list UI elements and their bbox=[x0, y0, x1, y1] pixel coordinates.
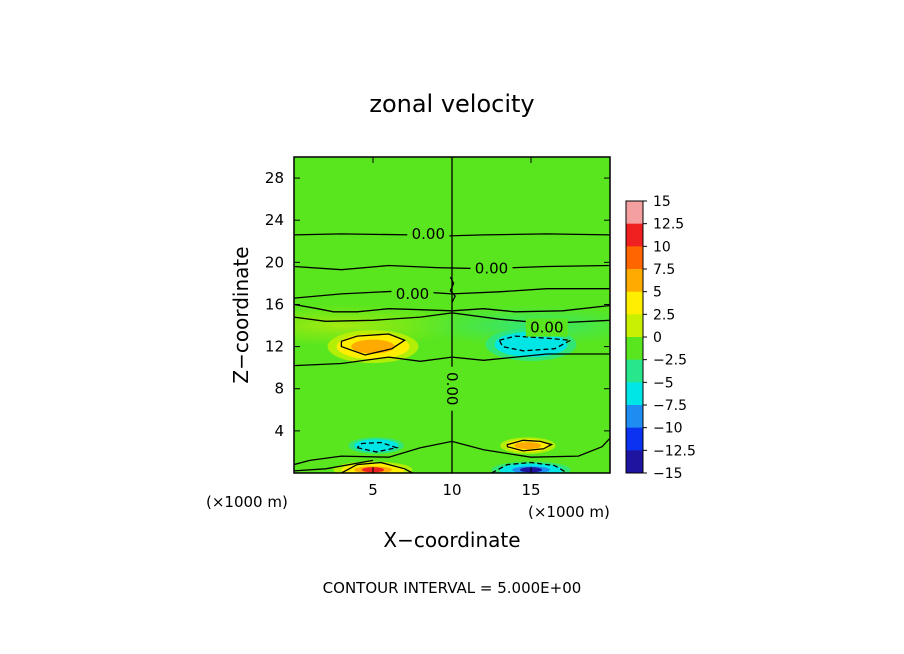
colorbar-swatch bbox=[626, 427, 643, 451]
colorbar-swatch bbox=[626, 382, 643, 406]
colorbar-label: −15 bbox=[653, 466, 683, 482]
colorbar-swatch bbox=[626, 359, 643, 383]
colorbar-label: 0 bbox=[653, 330, 662, 346]
x-axis-unit: (×1000 m) bbox=[206, 493, 288, 511]
colorbar-swatch bbox=[626, 223, 643, 247]
y-axis-label: Z−coordinate bbox=[229, 246, 253, 383]
colorbar-label: 12.5 bbox=[653, 217, 684, 233]
z-axis-unit: (×1000 m) bbox=[528, 503, 610, 521]
contour-label-bg bbox=[525, 318, 568, 337]
plot-area: 0.00 0.00 0.00 0.00 0.00 bbox=[293, 156, 611, 474]
contour-label: 0.00 bbox=[412, 225, 445, 243]
colorbar-label: 10 bbox=[653, 239, 671, 255]
y-tick-label: 28 bbox=[265, 169, 284, 187]
x-tick-label: 10 bbox=[442, 481, 461, 499]
colorbar-label: −5 bbox=[653, 375, 674, 391]
colorbar-label: −2.5 bbox=[653, 353, 687, 369]
contour-label-bg bbox=[407, 224, 450, 243]
colorbar-swatch bbox=[626, 450, 643, 474]
contour-zero-11 bbox=[294, 353, 610, 367]
chart-title: zonal velocity bbox=[369, 90, 534, 118]
negative-cell-lower-left bbox=[354, 439, 399, 452]
contour-zero-15 bbox=[294, 303, 610, 313]
contour-zero-bottom-left bbox=[294, 459, 374, 472]
contour-neg-5-lower-left bbox=[356, 441, 400, 453]
y-tick-label: 16 bbox=[265, 295, 284, 313]
contour-neg-10-bottom bbox=[491, 461, 568, 473]
y-tick-label: 12 bbox=[265, 338, 284, 356]
y-tick-label: 24 bbox=[265, 211, 284, 229]
contour-zero-lower bbox=[294, 437, 610, 466]
x-tick-label: 15 bbox=[521, 481, 540, 499]
contour-small-center bbox=[449, 276, 456, 303]
colorbar-swatch bbox=[626, 405, 643, 429]
contour-interval-note: CONTOUR INTERVAL = 5.000E+00 bbox=[323, 579, 582, 597]
y-tick-label: 8 bbox=[274, 380, 284, 398]
contour-label: 0.00 bbox=[443, 372, 461, 405]
colorbar-label: −12.5 bbox=[653, 443, 696, 459]
contour-zero-20 bbox=[294, 264, 610, 271]
colorbar-label: −10 bbox=[653, 421, 683, 437]
contour-label: 0.00 bbox=[530, 319, 563, 337]
colorbar-swatch bbox=[626, 314, 643, 338]
colorbar: 15 12.5 10 7.5 5 2.5 0 −2.5 −5 −7.5 −10 −12.5 −15 bbox=[625, 194, 696, 482]
contour-label: 0.00 bbox=[396, 285, 429, 303]
colorbar-label: −7.5 bbox=[653, 398, 687, 414]
y-tick-label: 4 bbox=[274, 422, 284, 440]
contour-label: 0.00 bbox=[475, 260, 508, 278]
contour-label-bg bbox=[391, 284, 434, 303]
positive-cell-upper-left-core bbox=[351, 339, 395, 354]
colorbar-label: 5 bbox=[653, 285, 662, 301]
x-tick-label: 5 bbox=[368, 481, 378, 499]
colorbar-label: 2.5 bbox=[653, 307, 675, 323]
contour-pos-5-lower-right bbox=[506, 439, 554, 452]
contour-pos-10-bottom bbox=[341, 461, 413, 473]
positive-cell-lower-right-core bbox=[514, 442, 542, 450]
colorbar-swatch bbox=[626, 291, 643, 315]
y-tick-label: 20 bbox=[265, 253, 284, 271]
colorbar-swatch bbox=[626, 201, 643, 225]
contour-label-bg bbox=[443, 366, 461, 411]
colorbar-label: 15 bbox=[653, 194, 671, 210]
contour-neg-5-upper-right bbox=[498, 335, 573, 352]
colorbar-label: 7.5 bbox=[653, 262, 675, 278]
contour-pos-5-upper-left bbox=[340, 333, 406, 356]
colorbar-swatch bbox=[626, 246, 643, 270]
contour-label-bg bbox=[470, 259, 513, 278]
x-axis-label: X−coordinate bbox=[383, 528, 520, 552]
colorbar-swatch bbox=[626, 337, 643, 361]
colorbar-swatch bbox=[626, 269, 643, 293]
